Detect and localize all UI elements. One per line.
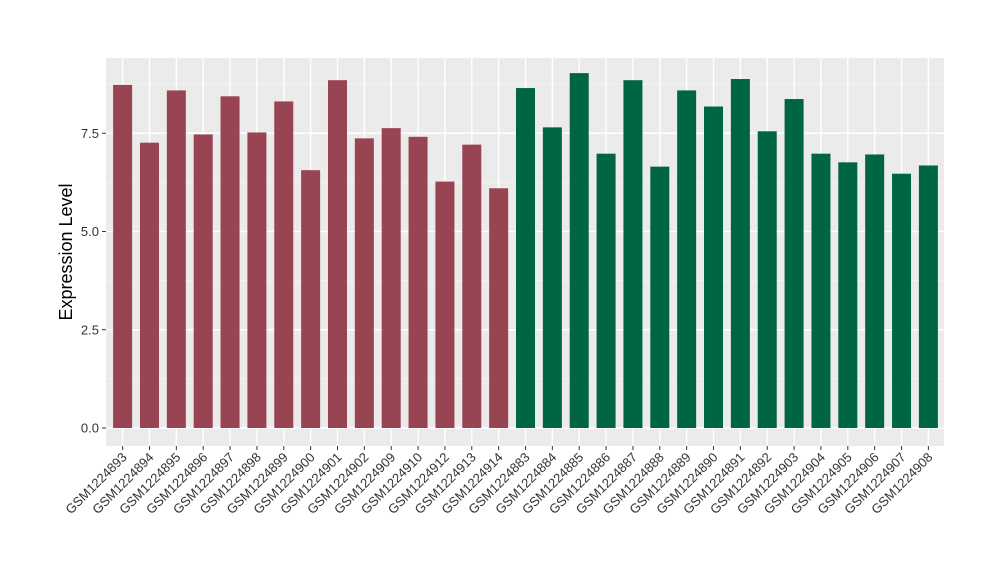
bar-GSM1224894 bbox=[139, 142, 159, 428]
bar-GSM1224885 bbox=[569, 73, 589, 428]
y-tick-label: 2.5 bbox=[81, 322, 99, 337]
bar-GSM1224899 bbox=[274, 101, 294, 429]
bar-GSM1224903 bbox=[784, 99, 804, 429]
bar-GSM1224890 bbox=[704, 106, 724, 428]
y-axis-title: Expression Level bbox=[56, 183, 76, 320]
bar-GSM1224887 bbox=[623, 80, 643, 428]
bar-GSM1224892 bbox=[757, 131, 777, 428]
y-tick-label: 7.5 bbox=[81, 126, 99, 141]
bar-GSM1224896 bbox=[193, 134, 213, 428]
bar-GSM1224912 bbox=[435, 181, 455, 428]
bar-GSM1224909 bbox=[381, 128, 401, 429]
bar-GSM1224888 bbox=[650, 166, 670, 428]
bar-GSM1224902 bbox=[354, 138, 374, 428]
bar-GSM1224905 bbox=[838, 162, 858, 428]
bar-GSM1224895 bbox=[166, 90, 186, 429]
bar-GSM1224889 bbox=[677, 90, 697, 429]
bar-GSM1224893 bbox=[113, 84, 133, 428]
bar-GSM1224883 bbox=[516, 88, 535, 429]
y-tick-label: 0.0 bbox=[81, 421, 99, 436]
bar-GSM1224901 bbox=[327, 80, 347, 428]
y-tick-label: 5.0 bbox=[81, 224, 99, 239]
bar-GSM1224904 bbox=[811, 153, 831, 428]
bar-GSM1224908 bbox=[918, 165, 938, 428]
y-axis: 0.0 2.5 5.0 7.5 bbox=[81, 126, 106, 436]
bar-GSM1224900 bbox=[301, 170, 321, 428]
bar-GSM1224898 bbox=[247, 132, 267, 429]
bar-GSM1224884 bbox=[542, 127, 562, 428]
bar-GSM1224891 bbox=[730, 79, 750, 429]
bar-GSM1224907 bbox=[892, 173, 912, 428]
bars bbox=[113, 73, 938, 429]
x-axis: GSM1224893GSM1224894GSM1224895GSM1224896… bbox=[62, 446, 936, 517]
bar-GSM1224914 bbox=[489, 188, 509, 428]
bar-GSM1224913 bbox=[462, 144, 482, 428]
bar-GSM1224886 bbox=[596, 153, 616, 428]
bar-GSM1224906 bbox=[865, 154, 885, 429]
bar-GSM1224910 bbox=[408, 136, 428, 429]
bar-GSM1224897 bbox=[220, 96, 240, 429]
